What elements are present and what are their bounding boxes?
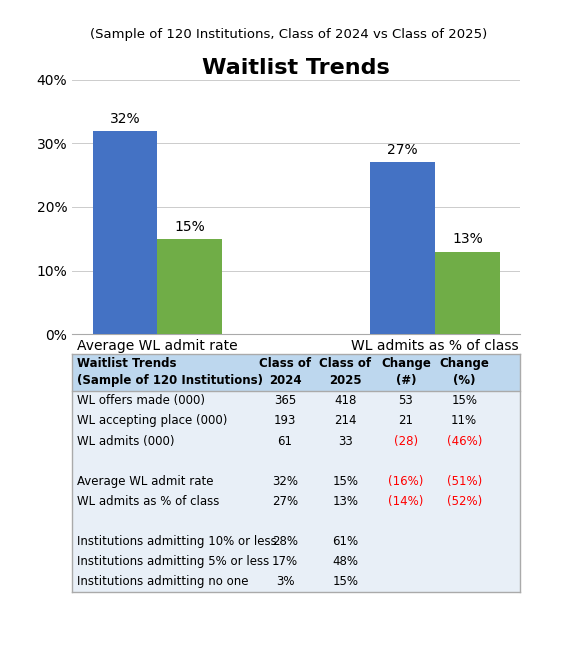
Text: Institutions admitting 5% or less: Institutions admitting 5% or less bbox=[77, 555, 269, 568]
Text: 27%: 27% bbox=[387, 144, 418, 158]
Bar bbox=[157, 239, 222, 334]
Text: 28%: 28% bbox=[272, 535, 298, 548]
Text: WL accepting place (000): WL accepting place (000) bbox=[77, 414, 227, 428]
Text: 13%: 13% bbox=[452, 233, 483, 247]
Text: COLLEGE
KICKSTART: COLLEGE KICKSTART bbox=[448, 369, 512, 391]
FancyBboxPatch shape bbox=[72, 391, 520, 411]
FancyBboxPatch shape bbox=[72, 431, 520, 451]
Text: (51%): (51%) bbox=[447, 475, 482, 487]
Text: 418: 418 bbox=[334, 394, 357, 408]
Text: 17%: 17% bbox=[272, 555, 298, 568]
Text: 27%: 27% bbox=[272, 495, 298, 508]
FancyBboxPatch shape bbox=[72, 451, 520, 471]
Text: (52%): (52%) bbox=[447, 495, 482, 508]
Legend: Class of 2024, Class of 2025: Class of 2024, Class of 2025 bbox=[94, 364, 364, 388]
FancyBboxPatch shape bbox=[72, 531, 520, 552]
Text: Institutions admitting 10% or less: Institutions admitting 10% or less bbox=[77, 535, 276, 548]
Text: 61: 61 bbox=[277, 434, 292, 448]
Text: 61%: 61% bbox=[332, 535, 358, 548]
Text: Change
(#): Change (#) bbox=[381, 357, 431, 387]
Text: Waitlist Trends
(Sample of 120 Institutions): Waitlist Trends (Sample of 120 Instituti… bbox=[77, 357, 263, 387]
Text: 214: 214 bbox=[334, 414, 357, 428]
Text: WL admits as % of class: WL admits as % of class bbox=[77, 495, 219, 508]
Text: Average WL admit rate: Average WL admit rate bbox=[77, 475, 213, 487]
Text: 53: 53 bbox=[399, 394, 413, 408]
Text: (46%): (46%) bbox=[447, 434, 482, 448]
Text: 21: 21 bbox=[398, 414, 413, 428]
Text: (14%): (14%) bbox=[388, 495, 424, 508]
Text: 193: 193 bbox=[274, 414, 296, 428]
Bar bbox=[92, 131, 157, 334]
Text: Class of
2024: Class of 2024 bbox=[259, 357, 311, 387]
Title: Waitlist Trends: Waitlist Trends bbox=[202, 59, 390, 78]
Text: 15%: 15% bbox=[332, 475, 358, 487]
Text: WL offers made (000): WL offers made (000) bbox=[77, 394, 205, 408]
Text: 32%: 32% bbox=[110, 112, 140, 126]
Text: 15%: 15% bbox=[451, 394, 477, 408]
Text: (28): (28) bbox=[394, 434, 418, 448]
Bar bbox=[435, 251, 500, 334]
Text: (16%): (16%) bbox=[388, 475, 424, 487]
Text: 32%: 32% bbox=[272, 475, 298, 487]
Text: 48%: 48% bbox=[332, 555, 358, 568]
Text: WL admits (000): WL admits (000) bbox=[77, 434, 174, 448]
Text: Change
(%): Change (%) bbox=[439, 357, 489, 387]
Text: 365: 365 bbox=[274, 394, 296, 408]
FancyBboxPatch shape bbox=[72, 572, 520, 592]
FancyBboxPatch shape bbox=[72, 471, 520, 491]
FancyBboxPatch shape bbox=[72, 511, 520, 531]
Text: 15%: 15% bbox=[175, 219, 205, 233]
Text: 3%: 3% bbox=[276, 575, 294, 589]
Text: 33: 33 bbox=[338, 434, 353, 448]
FancyBboxPatch shape bbox=[72, 552, 520, 572]
Text: (Sample of 120 Institutions, Class of 2024 vs Class of 2025): (Sample of 120 Institutions, Class of 20… bbox=[90, 28, 488, 41]
FancyBboxPatch shape bbox=[72, 491, 520, 511]
Text: 13%: 13% bbox=[332, 495, 358, 508]
Bar bbox=[370, 162, 435, 334]
FancyBboxPatch shape bbox=[72, 411, 520, 431]
Text: Institutions admitting no one: Institutions admitting no one bbox=[77, 575, 248, 589]
Text: 15%: 15% bbox=[332, 575, 358, 589]
Text: Class of
2025: Class of 2025 bbox=[320, 357, 372, 387]
Text: 11%: 11% bbox=[451, 414, 477, 428]
FancyBboxPatch shape bbox=[72, 354, 520, 391]
